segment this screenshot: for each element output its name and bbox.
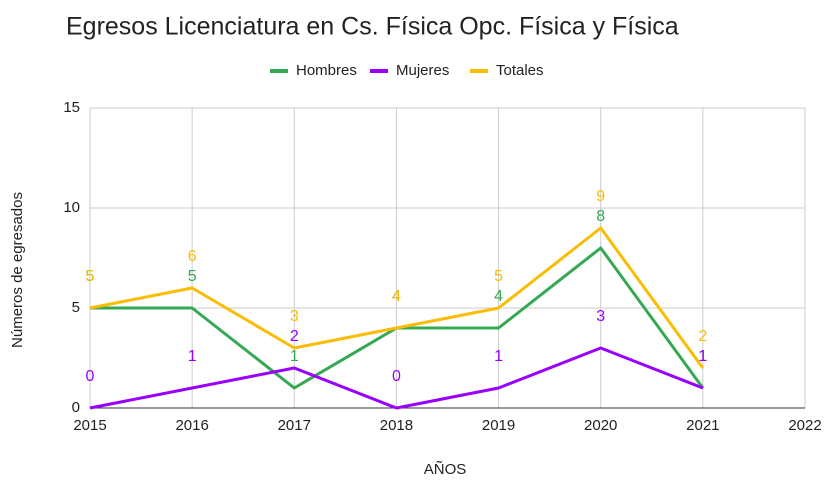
x-tick-label: 2019 (482, 417, 515, 434)
y-tick-label: 10 (63, 199, 80, 216)
data-label: 6 (188, 248, 197, 265)
x-axis-label: AÑOS (424, 461, 467, 478)
data-label: 5 (86, 268, 95, 285)
legend-swatch (470, 69, 488, 73)
data-label: 1 (188, 348, 197, 365)
data-label: 4 (494, 288, 503, 305)
x-tick-label: 2016 (175, 417, 208, 434)
data-label: 9 (596, 188, 605, 205)
data-label: 4 (392, 288, 401, 305)
data-label: 3 (290, 308, 299, 325)
x-tick-label: 2021 (686, 417, 719, 434)
data-label: 1 (698, 348, 707, 365)
data-label: 0 (86, 368, 95, 385)
legend-swatch (370, 69, 388, 73)
data-label: 3 (596, 308, 605, 325)
x-tick-label: 2015 (73, 417, 106, 434)
x-tick-label: 2018 (380, 417, 413, 434)
series-line (89, 346, 704, 410)
data-label: 0 (392, 368, 401, 385)
y-tick-label: 5 (72, 299, 80, 316)
y-tick-label: 15 (63, 99, 80, 116)
data-label: 5 (188, 268, 197, 285)
data-label: 5 (494, 268, 503, 285)
data-label: 1 (494, 348, 503, 365)
legend-label: Hombres (296, 62, 357, 79)
y-axis-label: Números de egresados (9, 192, 26, 348)
legend-label: Totales (496, 62, 544, 79)
data-label: 8 (596, 208, 605, 225)
series-line (89, 226, 705, 369)
chart-title: Egresos Licenciatura en Cs. Física Opc. … (66, 13, 679, 41)
x-tick-label: 2017 (278, 417, 311, 434)
y-tick-label: 0 (72, 399, 80, 416)
x-tick-label: 2022 (788, 417, 821, 434)
data-label: 1 (698, 348, 707, 365)
data-label: 5 (86, 268, 95, 285)
data-label: 2 (698, 328, 707, 345)
legend-swatch (270, 69, 288, 73)
data-label: 1 (290, 348, 299, 365)
data-label: 4 (392, 288, 401, 305)
x-tick-label: 2020 (584, 417, 617, 434)
legend-label: Mujeres (396, 62, 449, 79)
data-label: 2 (290, 328, 299, 345)
